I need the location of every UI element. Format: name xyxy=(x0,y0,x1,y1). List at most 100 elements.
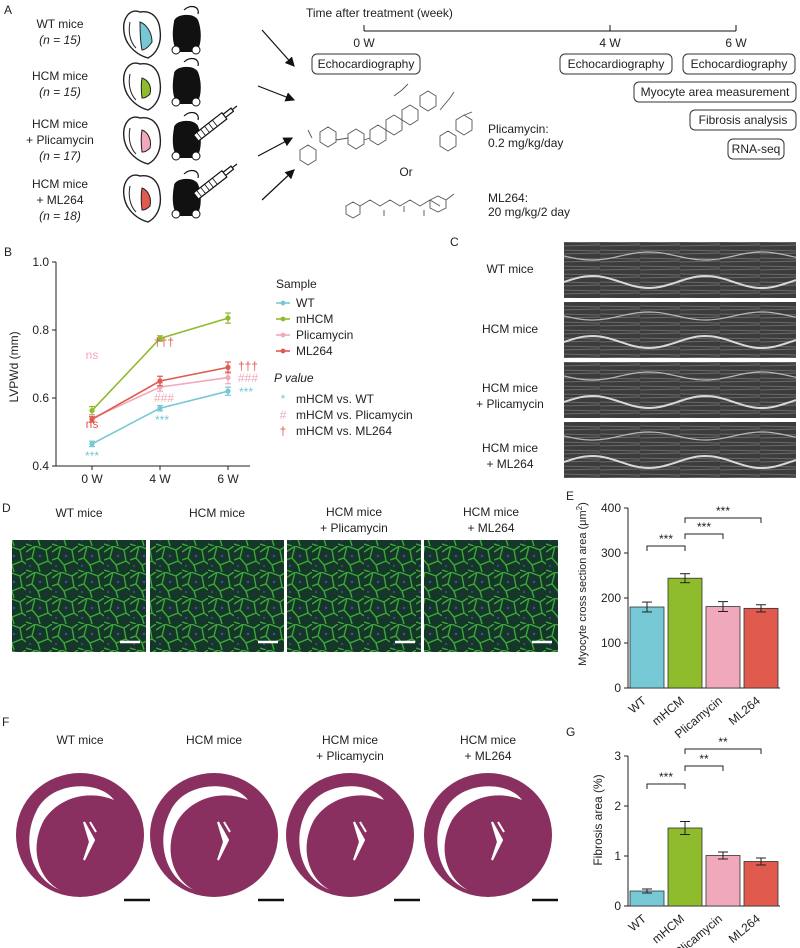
fluor-label-line1: HCM mice xyxy=(189,506,245,520)
chartG-bar xyxy=(667,827,703,907)
fluor-label-line2: + Plicamycin xyxy=(320,521,388,535)
box-echo-4 xyxy=(559,53,673,75)
significance-annotation: ††† xyxy=(154,335,174,349)
chart-b-xtick-label: 4 W xyxy=(149,472,171,486)
chart-e-ylabel-sup: 2 xyxy=(575,505,584,510)
chartE-bar xyxy=(705,606,741,689)
he-rv-cavity xyxy=(299,786,384,890)
pvalue-label: mHCM vs. WT xyxy=(296,392,375,406)
he-lv-cavity xyxy=(217,821,231,861)
panel-g-letter: G xyxy=(566,725,575,739)
timeline-title: Time after treatment (week) xyxy=(306,6,453,20)
echo-label-line2: + Plicamycin xyxy=(476,397,544,411)
data-point xyxy=(89,407,95,414)
significance-bracket xyxy=(684,517,762,523)
panel-f-labels: WT mice HCM mice HCM mice + Plicamycin HCM m… xyxy=(56,733,516,763)
pvalue-legend: * mHCM vs. WT # mHCM vs. Plicamycin † mHCM vs… xyxy=(280,392,413,438)
legend-swatch-dot xyxy=(280,316,286,322)
panel-c: C WT mice HCM mice HCM mice + Plicamycin HCM… xyxy=(450,235,797,478)
significance-annotation: ††† xyxy=(238,359,258,373)
chart-b-xtick-label: 6 W xyxy=(217,472,239,486)
he-label-line1: HCM mice xyxy=(460,733,516,747)
he-rv-cavity xyxy=(29,786,114,890)
legend-title: Sample xyxy=(276,277,317,291)
significance-annotation: *** xyxy=(239,385,253,399)
data-point xyxy=(225,364,231,370)
he-label-line2: + ML264 xyxy=(464,749,511,763)
panel-a: A WT mice (n = 15) HCM mice (n = 15) HCM… xyxy=(4,3,797,223)
pvalue-symbol: # xyxy=(280,408,287,422)
echo-wall-trace xyxy=(563,334,797,350)
panel-f: F WT mice HCM mice HCM mice + Plicamycin HCM… xyxy=(2,715,558,902)
pvalue-label: mHCM vs. ML264 xyxy=(296,424,392,438)
he-rv-cavity xyxy=(437,786,522,890)
echo-septum-trace xyxy=(563,311,797,321)
echo-wall-trace xyxy=(563,394,797,410)
chart-b-ytick-label: 0.6 xyxy=(32,391,49,405)
chart-e-ylabel-main: Myocyte cross section area (μm xyxy=(577,510,589,666)
fluor-label-line1: HCM mice xyxy=(326,505,382,519)
box-myocyte-label: Myocyte area measurement xyxy=(641,85,790,99)
chartG-ytick-label: 0 xyxy=(614,899,621,913)
ml264-structure xyxy=(345,193,455,219)
box-echo-4-label: Echocardiography xyxy=(568,57,665,71)
significance-annotation: ns xyxy=(86,348,99,362)
group-label-ml-line1: HCM mice xyxy=(32,177,88,191)
chartE-ytick-label: 100 xyxy=(601,636,621,650)
significance-bracket xyxy=(684,765,724,771)
fluorescence-image xyxy=(424,540,558,652)
chartE-bar xyxy=(743,607,779,689)
chart-b: 0.4 0.6 0.8 1.0 0 W 4 W 6 W *** *** *** ns ns ### ###… xyxy=(32,255,258,486)
group-label-ml-line2: + ML264 xyxy=(36,193,83,207)
arrow-icon xyxy=(257,29,296,201)
pvalue-title-text: P value xyxy=(274,371,314,385)
significance-bracket xyxy=(684,533,724,539)
data-point xyxy=(157,378,163,384)
chartE-category-label: WT xyxy=(626,693,650,716)
echo-image xyxy=(564,302,796,358)
data-point xyxy=(225,375,231,381)
echo-image xyxy=(564,362,796,418)
chartE-ytick-label: 300 xyxy=(601,546,621,560)
data-point xyxy=(225,388,231,394)
pvalue-title-p: P value xyxy=(274,371,314,385)
significance-bracket xyxy=(646,783,686,789)
echo-label-line1: HCM mice xyxy=(482,441,538,455)
group-label-hcm-line2: (n = 15) xyxy=(39,85,81,99)
significance-label: *** xyxy=(716,504,730,518)
drug2-dose: 20 mg/kg/2 day xyxy=(488,205,570,219)
he-section-images xyxy=(16,773,558,902)
chart-e-ylabel-end: ) xyxy=(577,502,589,506)
group-label-wt-line2: (n = 15) xyxy=(39,33,81,47)
panel-b-letter: B xyxy=(4,245,12,259)
legend-swatch-dot xyxy=(280,332,286,338)
significance-bracket xyxy=(646,545,686,551)
legend-label: ML264 xyxy=(296,344,333,358)
box-echo-0 xyxy=(311,53,421,75)
significance-bracket xyxy=(684,748,762,754)
chartG-category-label: ML264 xyxy=(726,911,763,946)
data-point xyxy=(89,441,95,447)
panel-f-letter: F xyxy=(2,715,9,729)
chart-b-legend: WT mHCM Plicamycin ML264 xyxy=(276,296,353,358)
echo-label-line2: + ML264 xyxy=(486,457,533,471)
group-label-pli-line1: HCM mice xyxy=(32,117,88,131)
he-lv-cavity xyxy=(353,821,367,861)
timeline-label-4w: 4 W xyxy=(599,36,621,50)
echo-septum-trace xyxy=(563,371,797,381)
box-rnaseq xyxy=(727,138,785,160)
legend-label: WT xyxy=(296,296,315,310)
fluorescence-images xyxy=(12,540,558,652)
fluorescence-image xyxy=(12,540,146,652)
fluor-label-line2: + ML264 xyxy=(467,521,514,535)
legend-label: Plicamycin xyxy=(296,328,353,342)
box-echo-6 xyxy=(682,53,796,75)
panel-d-labels: WT mice HCM mice HCM mice + Plicamycin HCM m… xyxy=(55,505,519,535)
panel-d-letter: D xyxy=(2,501,11,515)
chart-b-ytick-label: 0.8 xyxy=(32,323,49,337)
